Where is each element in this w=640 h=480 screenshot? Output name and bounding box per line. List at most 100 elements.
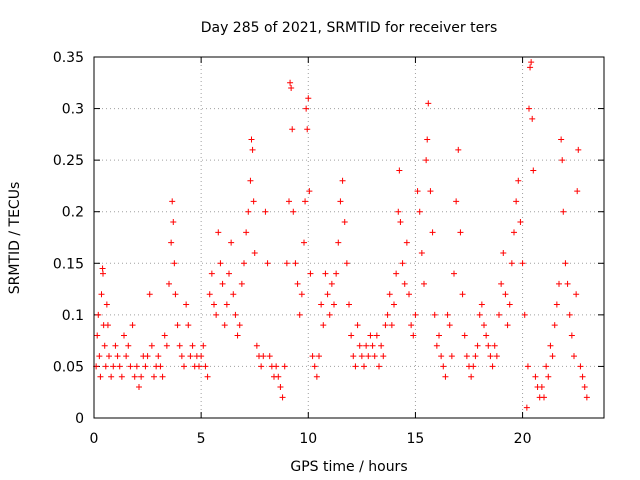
data-point — [275, 373, 282, 380]
data-point — [155, 353, 162, 360]
data-point — [386, 291, 393, 298]
data-point — [183, 301, 190, 308]
data-point — [472, 353, 479, 360]
data-point — [421, 280, 427, 287]
data-point — [493, 353, 500, 360]
data-point — [305, 95, 312, 102]
data-point — [568, 332, 575, 339]
data-point — [451, 270, 457, 277]
data-point — [304, 126, 311, 133]
data-point — [438, 353, 445, 360]
data-point — [431, 311, 438, 318]
data-point — [108, 373, 115, 380]
data-point — [234, 332, 241, 339]
data-point — [307, 270, 314, 277]
data-point — [410, 332, 417, 339]
data-point — [418, 249, 425, 256]
data-point — [429, 229, 436, 236]
data-point — [114, 353, 121, 360]
data-point — [228, 239, 235, 246]
data-point — [170, 219, 177, 226]
data-point — [346, 301, 352, 308]
data-point — [118, 373, 125, 380]
data-point — [470, 363, 477, 370]
data-point — [423, 157, 430, 164]
data-point — [318, 301, 325, 308]
data-point — [245, 208, 252, 215]
data-point — [524, 363, 531, 370]
data-point — [367, 332, 374, 339]
data-point — [289, 126, 296, 133]
data-point — [543, 363, 550, 370]
x-tick-label: 20 — [514, 431, 532, 447]
data-point — [341, 219, 348, 226]
data-point — [250, 198, 257, 205]
data-point — [436, 332, 442, 339]
data-point — [442, 373, 449, 380]
data-point — [99, 265, 106, 272]
data-point — [247, 177, 254, 184]
data-point — [101, 342, 108, 349]
y-tick-label: 0.3 — [62, 102, 84, 118]
data-point — [171, 260, 178, 267]
data-point — [461, 332, 468, 339]
data-point — [339, 177, 346, 184]
x-tick-label: 10 — [299, 431, 317, 447]
data-point — [384, 311, 391, 318]
data-point — [403, 239, 410, 246]
data-point — [558, 136, 565, 143]
data-point — [328, 280, 335, 287]
data-point — [110, 363, 117, 370]
y-tick-label: 0.2 — [62, 205, 84, 221]
data-point — [388, 322, 395, 329]
data-point — [579, 373, 586, 380]
data-point — [94, 332, 101, 339]
data-point — [478, 301, 485, 308]
data-point — [378, 342, 385, 349]
data-point — [425, 100, 432, 107]
data-point — [181, 363, 187, 370]
data-point — [382, 322, 389, 329]
data-point — [448, 353, 455, 360]
data-point — [504, 322, 511, 329]
data-point — [446, 322, 453, 329]
data-point — [358, 353, 365, 360]
data-point — [311, 363, 318, 370]
data-point — [453, 198, 460, 205]
data-point — [481, 322, 487, 329]
data-point — [577, 363, 584, 370]
data-point — [581, 384, 588, 391]
y-tick-label: 0.15 — [53, 256, 84, 272]
data-point — [489, 363, 496, 370]
x-tick-label: 5 — [197, 431, 206, 447]
data-point — [575, 146, 582, 153]
data-point — [138, 373, 145, 380]
data-points — [93, 59, 590, 411]
data-point — [286, 198, 292, 205]
data-point — [556, 280, 562, 287]
data-point — [356, 342, 363, 349]
plot-frame — [93, 56, 605, 419]
data-point — [549, 353, 556, 360]
data-point — [401, 280, 408, 287]
data-point — [571, 353, 577, 360]
data-point — [200, 342, 207, 349]
data-point — [487, 353, 494, 360]
data-point — [287, 79, 294, 86]
data-point — [262, 208, 269, 215]
data-point — [211, 301, 217, 308]
data-point — [331, 301, 337, 308]
data-point — [519, 260, 526, 267]
data-point — [241, 260, 247, 267]
data-point — [491, 342, 498, 349]
data-point — [560, 208, 567, 215]
data-point — [264, 260, 271, 267]
data-point — [529, 115, 536, 122]
data-point — [296, 311, 303, 318]
data-point — [566, 311, 573, 318]
data-point — [166, 280, 172, 287]
data-point — [266, 353, 273, 360]
data-point — [391, 301, 397, 308]
data-point — [102, 363, 109, 370]
data-point — [223, 301, 230, 308]
